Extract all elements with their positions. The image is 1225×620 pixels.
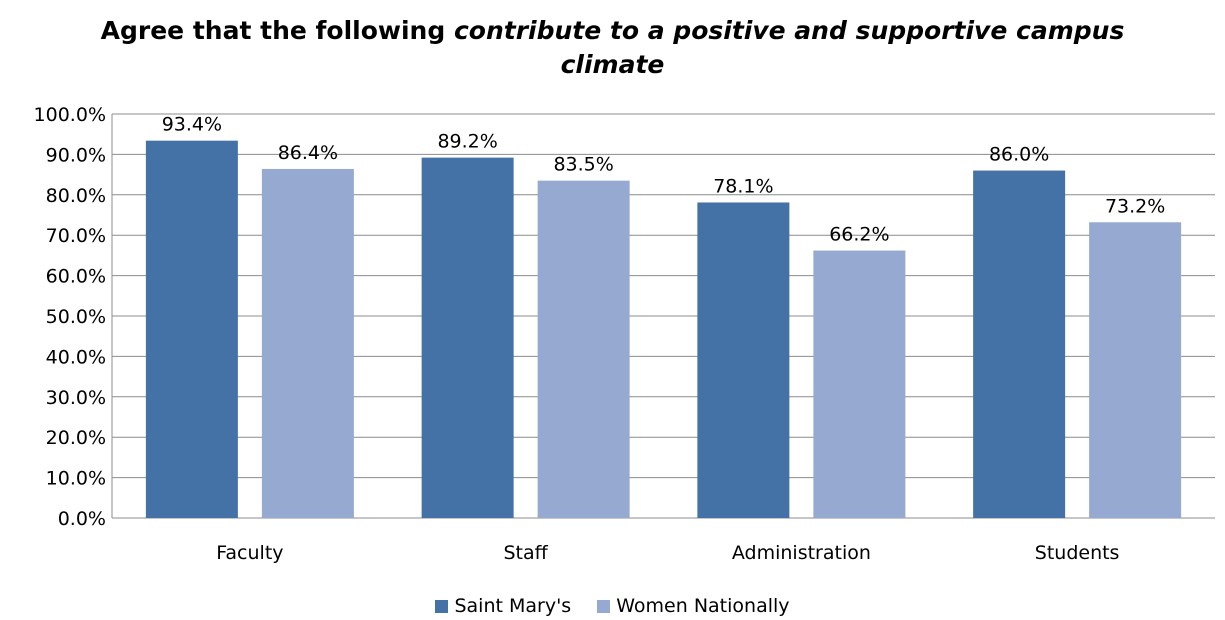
data-label-women-nationally-administration: 66.2% [829, 224, 889, 246]
bar-women-nationally-staff [537, 180, 630, 518]
y-tick-label: 20.0% [46, 427, 106, 449]
bar-chart: 0.0% 10.0% 20.0% 30.0% 40.0% 50.0% 60.0% 70.0% 8… [34, 104, 1215, 564]
y-tick-label: 60.0% [46, 266, 106, 288]
legend-swatch-saint-marys [435, 599, 449, 613]
x-tick-label-staff: Staff [504, 542, 549, 564]
data-label-women-nationally-staff: 83.5% [553, 154, 613, 176]
legend: Saint Mary's Women Nationally [0, 594, 1225, 619]
bar-saint-mary-s-staff [421, 157, 514, 518]
data-label-women-nationally-students: 73.2% [1105, 195, 1165, 217]
y-tick-label: 80.0% [46, 185, 106, 207]
data-label-saint-mary-s-students: 86.0% [989, 144, 1049, 166]
bar-women-nationally-faculty [261, 168, 354, 518]
bar-saint-mary-s-students [973, 170, 1066, 518]
bar-saint-mary-s-faculty [145, 140, 238, 518]
bar-women-nationally-students [1089, 222, 1182, 518]
chart-title: Agree that the following contribute to a… [0, 14, 1225, 82]
legend-label-women-nationally: Women Nationally [616, 595, 790, 617]
bar-women-nationally-administration [813, 250, 906, 518]
legend-swatch-women-nationally [597, 599, 611, 613]
legend-item-women-nationally: Women Nationally [597, 594, 790, 618]
chart-title-prefix: Agree that the following [100, 16, 454, 45]
data-label-saint-mary-s-staff: 89.2% [437, 131, 497, 153]
y-tick-label: 10.0% [46, 468, 106, 490]
y-tick-label: 30.0% [46, 387, 106, 409]
x-tick-label-students: Students [1035, 542, 1120, 564]
y-tick-label: 70.0% [46, 225, 106, 247]
y-tick-label: 90.0% [46, 144, 106, 166]
data-label-saint-mary-s-administration: 78.1% [713, 175, 773, 197]
x-tick-label-administration: Administration [732, 542, 871, 564]
legend-item-saint-marys: Saint Mary's [435, 594, 571, 618]
data-label-saint-mary-s-faculty: 93.4% [162, 114, 222, 136]
chart-title-emphasis: contribute to a positive and supportive … [453, 16, 1125, 45]
y-tick-label: 100.0% [34, 104, 106, 126]
y-tick-label: 0.0% [58, 508, 106, 530]
bar-saint-mary-s-administration [697, 202, 790, 518]
chart-title-line2: climate [560, 50, 665, 79]
y-tick-label: 40.0% [46, 346, 106, 368]
y-tick-label: 50.0% [46, 306, 106, 328]
x-tick-label-faculty: Faculty [216, 542, 283, 564]
legend-label-saint-marys: Saint Mary's [454, 595, 572, 617]
data-label-women-nationally-faculty: 86.4% [278, 142, 338, 164]
